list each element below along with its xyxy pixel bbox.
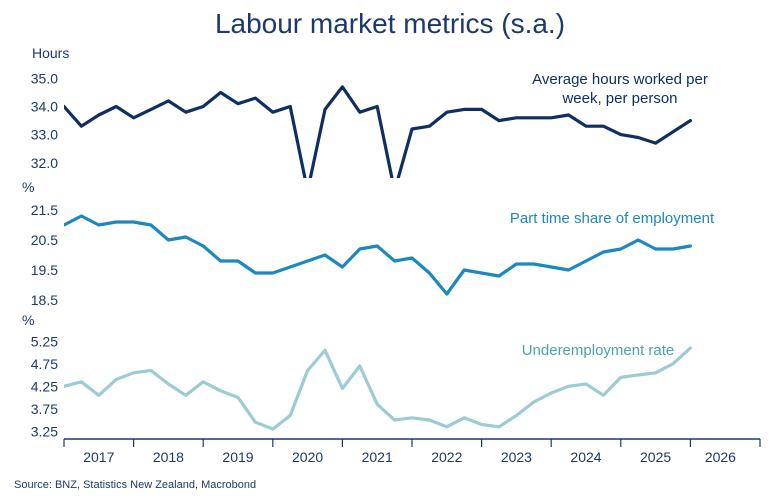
series-label-1: Average hours worked per	[532, 71, 708, 88]
series-label-2: Part time share of employment	[510, 210, 715, 227]
x-tick-label: 2019	[222, 449, 253, 465]
x-tick-label: 2025	[640, 449, 671, 465]
y-unit-label-1: Hours	[32, 45, 69, 61]
y-tick-label: 5.25	[31, 333, 58, 349]
x-tick-label: 2020	[292, 449, 323, 465]
y-tick-label: 20.5	[31, 232, 58, 248]
x-tick-label: 2023	[501, 449, 532, 465]
y-tick-label: 35.0	[31, 70, 58, 86]
x-tick-label: 2018	[153, 449, 184, 465]
y-unit-label-2: %	[22, 179, 34, 195]
x-tick-label: 2024	[570, 449, 601, 465]
series-label-1: week, per person	[561, 90, 677, 107]
x-tick-label: 2021	[362, 449, 393, 465]
series-line-2	[64, 214, 693, 296]
series-line-3	[64, 346, 693, 431]
y-tick-label: 18.5	[31, 292, 58, 308]
y-tick-label: 34.0	[31, 99, 58, 115]
y-tick-label: 32.0	[31, 155, 58, 171]
series-label-3: Underemployment rate	[522, 342, 675, 359]
y-tick-label: 21.5	[31, 202, 58, 218]
y-unit-label-3: %	[22, 312, 34, 328]
y-tick-label: 4.75	[31, 356, 58, 372]
y-tick-label: 19.5	[31, 262, 58, 278]
x-tick-label: 2022	[431, 449, 462, 465]
y-tick-label: 3.25	[31, 423, 58, 439]
source-note: Source: BNZ, Statistics New Zealand, Mac…	[14, 479, 257, 491]
x-tick-label: 2017	[83, 449, 114, 465]
y-tick-label: 33.0	[31, 127, 58, 143]
chart-title: Labour market metrics (s.a.)	[214, 8, 566, 39]
series-line-1	[64, 85, 693, 178]
x-tick-label: 2026	[705, 449, 736, 465]
y-tick-label: 4.25	[31, 378, 58, 394]
y-tick-label: 3.75	[31, 401, 58, 417]
